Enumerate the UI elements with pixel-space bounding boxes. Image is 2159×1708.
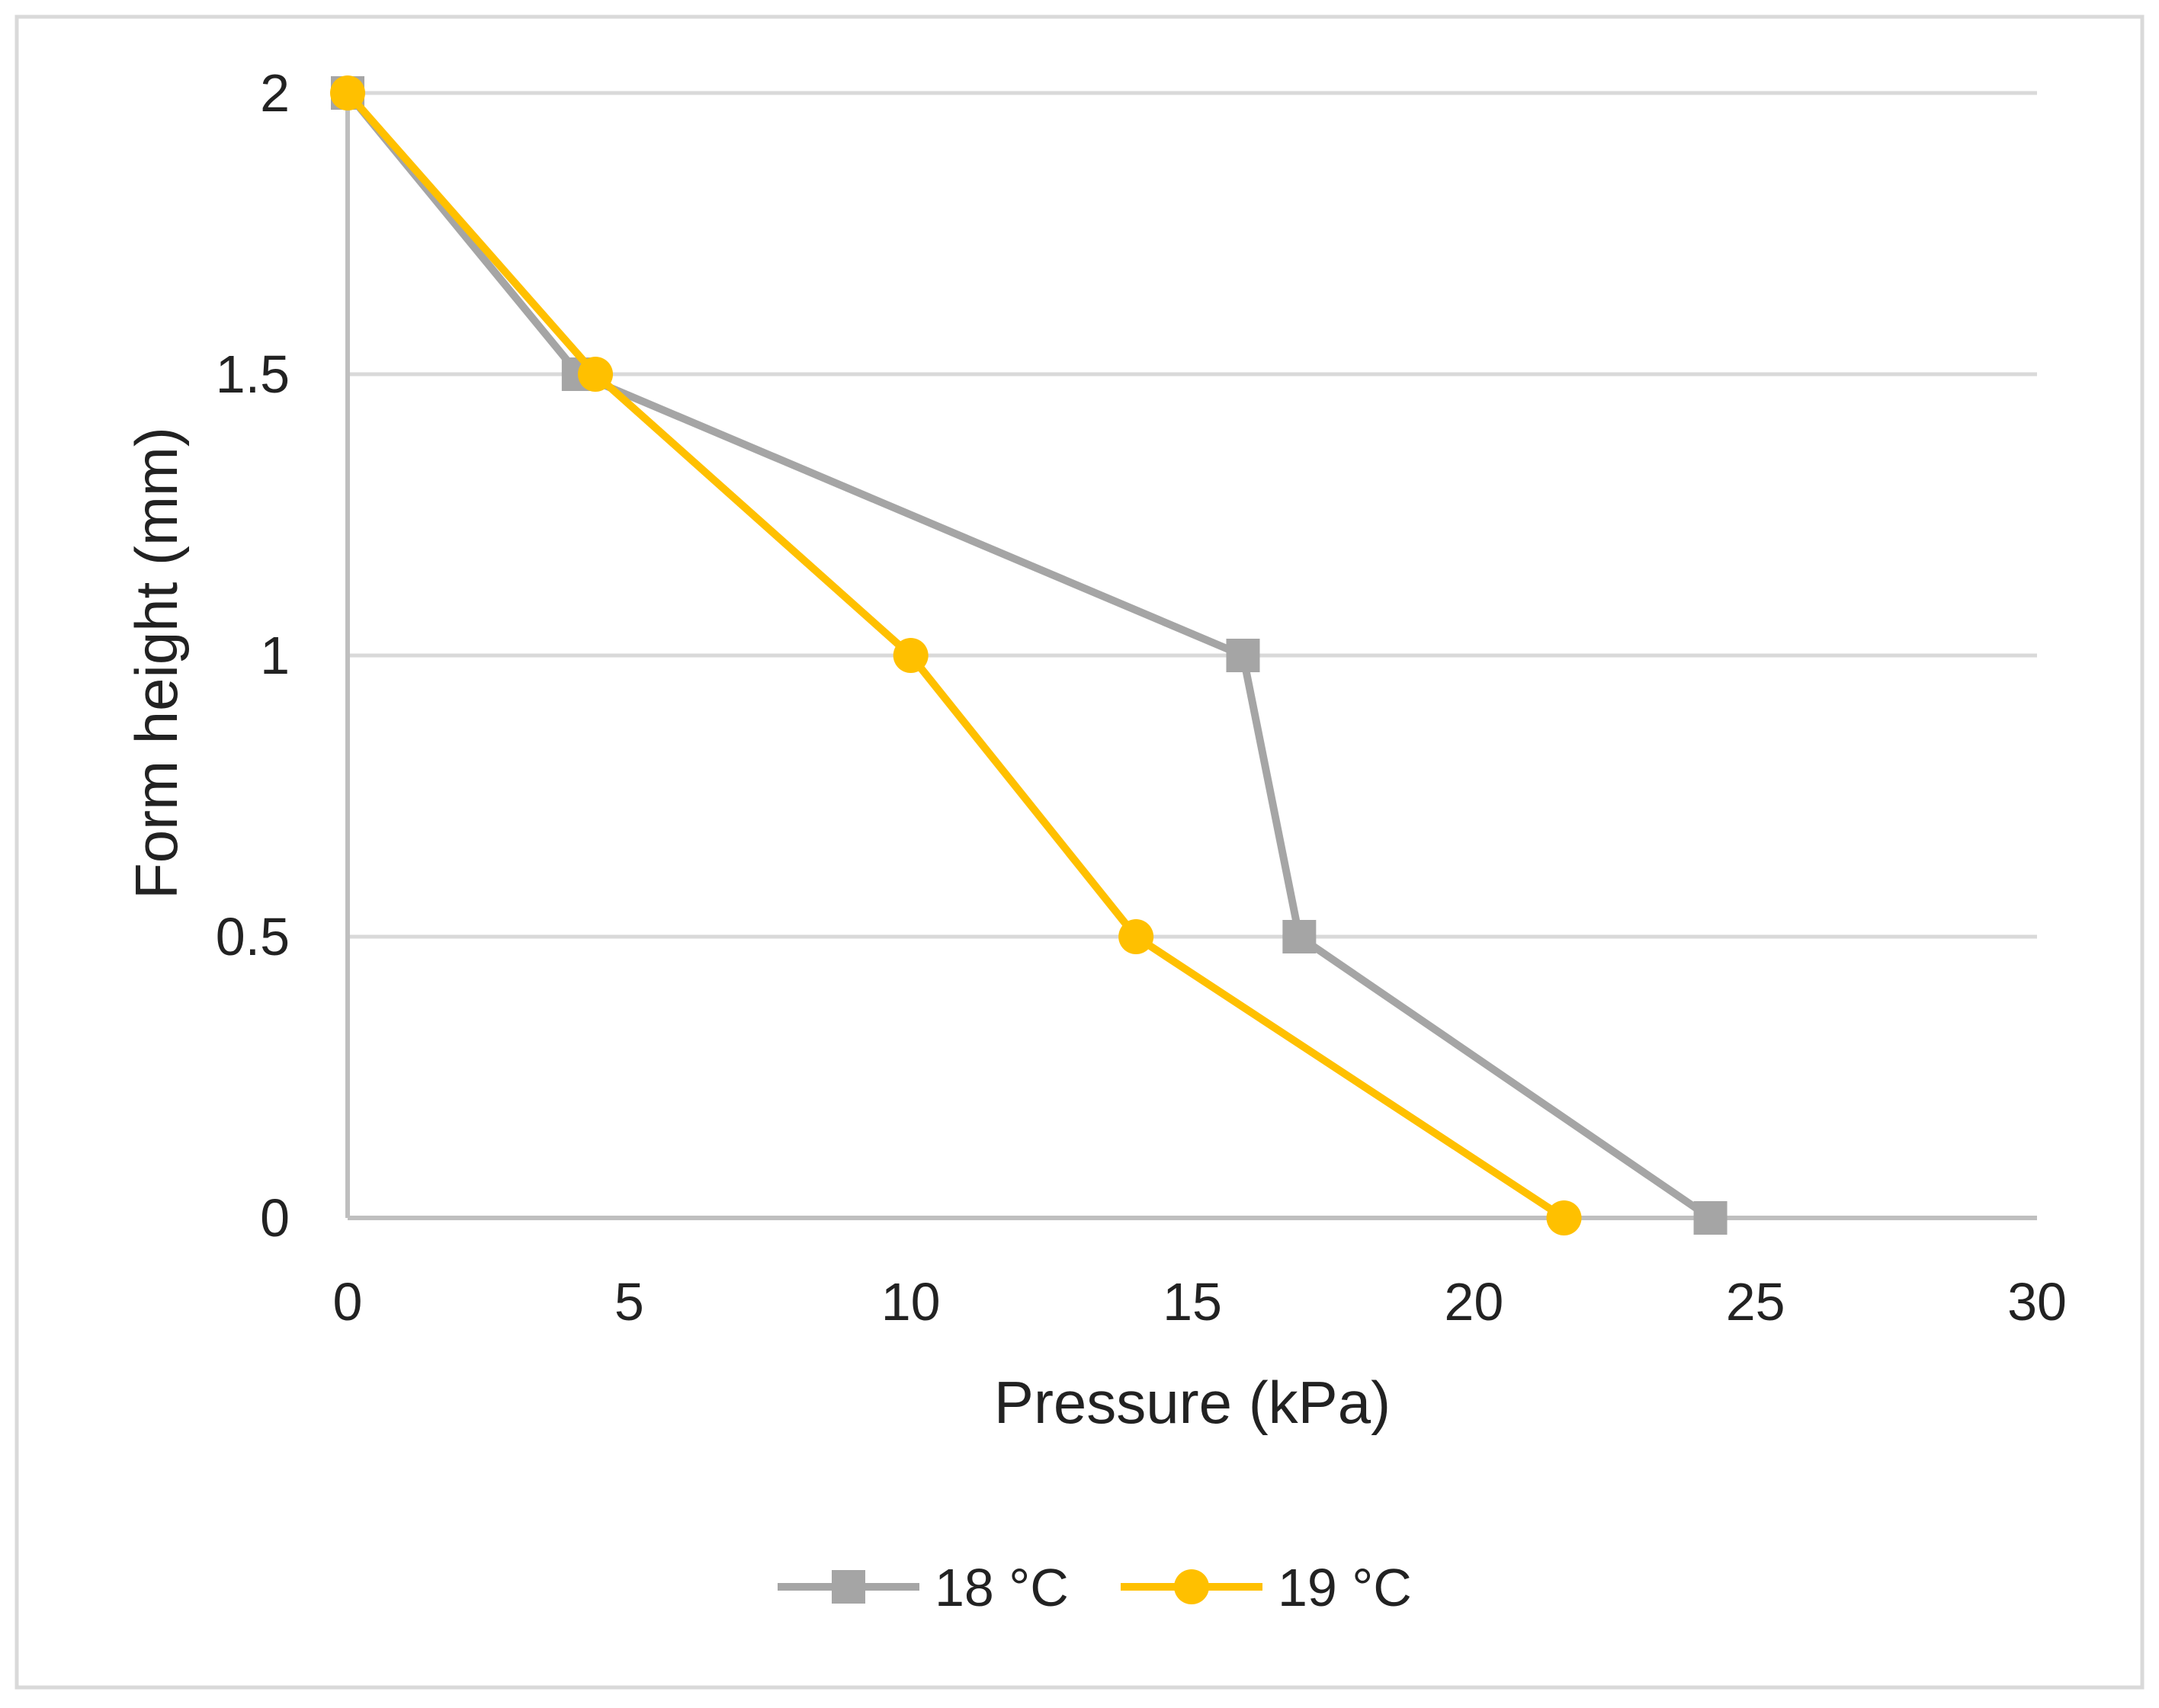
data-point-1-3 [1118, 919, 1154, 954]
data-point-0-3 [1282, 920, 1317, 953]
chart-border [14, 14, 2145, 1690]
y-tick-label-0: 0 [260, 1188, 290, 1248]
legend-entry-1: 19 °C [1121, 1558, 1412, 1617]
x-tick-labels: 0 5 10 15 20 25 30 [333, 1272, 2067, 1331]
x-tick-label-2: 10 [881, 1272, 941, 1331]
series-1 [330, 75, 1582, 1235]
y-tick-label-4: 2 [260, 63, 290, 123]
x-tick-label-0: 0 [333, 1272, 363, 1331]
data-point-1-2 [893, 638, 929, 673]
gridlines [348, 91, 2037, 939]
y-axis-title: Form height (mm) [123, 427, 190, 899]
y-tick-label-1: 0.5 [216, 907, 290, 966]
y-tick-label-2: 1 [260, 626, 290, 685]
data-point-1-4 [1546, 1200, 1582, 1235]
y-tick-labels: 0 0.5 1 1.5 2 [216, 63, 290, 1248]
y-tick-label-3: 1.5 [216, 344, 290, 404]
data-point-0-2 [1226, 639, 1260, 672]
x-tick-label-6: 30 [2007, 1272, 2067, 1331]
axes [345, 93, 2037, 1220]
x-tick-label-1: 5 [614, 1272, 644, 1331]
legend-marker-0 [832, 1570, 865, 1604]
legend-entry-0: 18 °C [778, 1558, 1069, 1617]
legend-marker-1 [1174, 1569, 1209, 1604]
legend: 18 °C 19 °C [778, 1558, 1412, 1617]
x-tick-label-3: 15 [1163, 1272, 1222, 1331]
legend-label-0: 18 °C [935, 1558, 1069, 1617]
data-point-1-1 [578, 357, 614, 392]
x-axis-title: Pressure (kPa) [994, 1369, 1391, 1436]
series [330, 75, 1728, 1235]
data-point-1-0 [330, 75, 365, 111]
legend-label-1: 19 °C [1278, 1558, 1412, 1617]
x-tick-label-5: 25 [1726, 1272, 1785, 1331]
x-tick-label-4: 20 [1444, 1272, 1503, 1331]
data-point-0-4 [1693, 1201, 1728, 1235]
